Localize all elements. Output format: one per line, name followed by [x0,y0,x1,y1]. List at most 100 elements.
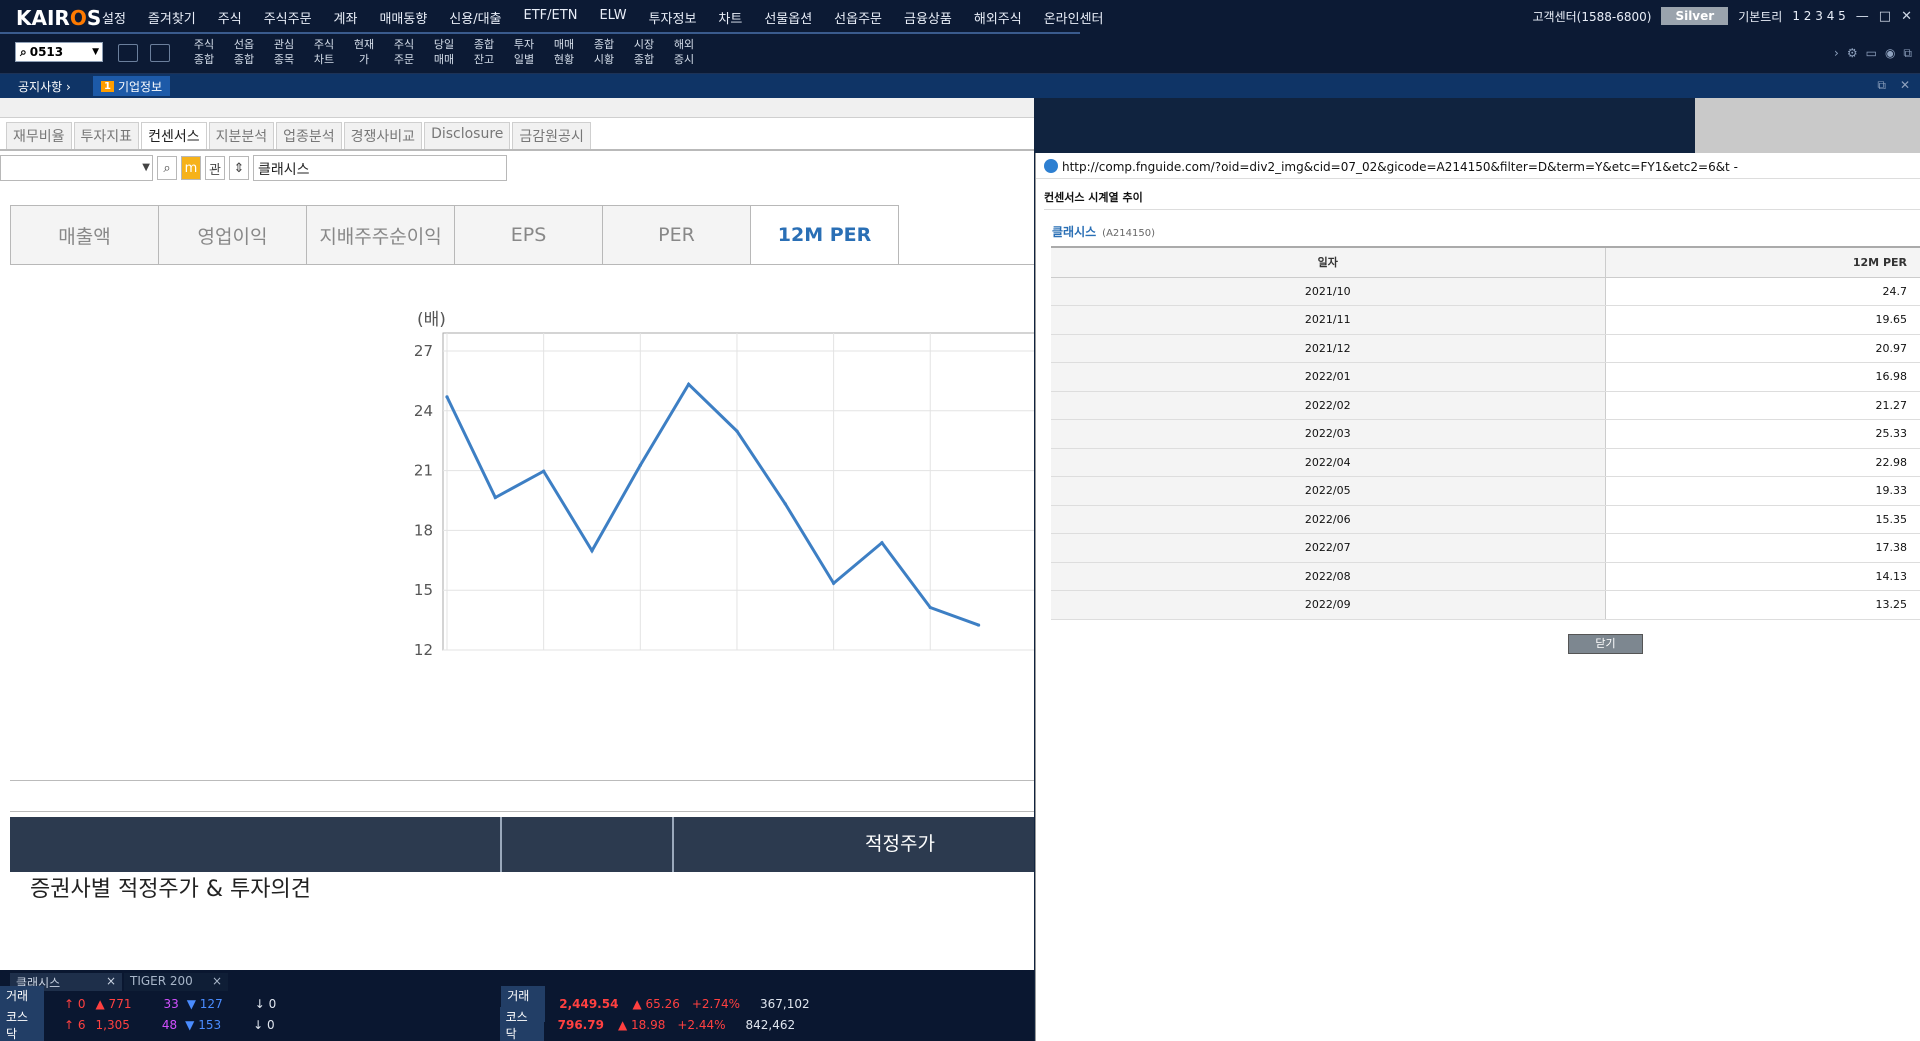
tool-button[interactable]: 관심 종목 [264,37,304,67]
metric-tab[interactable]: 12M PER [750,205,899,265]
row-value: 15.35 [1605,505,1920,534]
tool-button[interactable]: 종합 잔고 [464,37,504,67]
stock-code-input[interactable]: ⌕ 0513 ▼ [15,42,103,62]
gear-icon[interactable]: ⚙ [1846,46,1858,60]
menu-item[interactable]: 설정 [102,12,126,27]
data-point[interactable] [783,502,787,506]
tool-button[interactable]: 주식 차트 [304,37,344,67]
data-point[interactable] [832,581,836,585]
menu-item[interactable]: 온라인센터 [1043,12,1104,27]
menu-item[interactable]: ETF/ETN [523,8,578,23]
market-b: 1,305 [95,1018,130,1032]
company-name-field[interactable]: 클래시스 [253,155,507,181]
layout-label[interactable]: 기본트리 [1738,9,1783,24]
camera-icon[interactable]: ◉ [1884,46,1896,60]
menu-item[interactable]: 계좌 [333,12,358,27]
data-point[interactable] [928,605,932,610]
search-icon[interactable]: ⌕ [157,156,177,180]
tool-button[interactable]: 당일 매매 [424,37,464,67]
target-price-table-header [10,817,1034,872]
sub-bar: 공지사항 › 1 기업정보 ⧉ ✕ [0,74,1920,98]
market-idx: 코스닥 [499,1007,544,1041]
tool-button[interactable]: 주식 종합 [184,37,224,67]
data-point[interactable] [638,463,642,467]
menu-item[interactable]: 금융상품 [904,12,952,27]
menu-item[interactable]: 선옵주문 [834,12,883,27]
close-icon[interactable]: × [105,974,116,988]
chevron-down-icon[interactable]: ▼ [92,47,99,57]
data-point[interactable] [590,549,594,553]
chevron-right-icon[interactable]: › [1834,46,1839,60]
divider [10,811,1034,812]
popup-company: 클래시스 (A214150) [1052,225,1155,239]
tool-button[interactable]: 매매 현황 [544,37,584,67]
close-icon[interactable]: ✕ [1901,8,1912,24]
data-point[interactable] [976,623,981,627]
notice-link[interactable]: 공지사항 › [18,80,71,94]
close-button[interactable]: 닫기 [1568,634,1643,654]
tab-3[interactable]: 지분분석 [208,122,275,150]
metric-tab[interactable]: 영업이익 [158,205,307,265]
scroll-updown-icon[interactable]: ⇕ [229,156,249,180]
data-point[interactable] [880,541,884,545]
tool-button[interactable]: 선옵 종합 [224,37,264,67]
close-icon[interactable]: ✕ [1899,78,1910,92]
support-center[interactable]: 고객센터(1588-6800) [1532,9,1652,24]
tab-company-info[interactable]: 1 기업정보 [93,76,171,96]
metric-tab[interactable]: PER [602,205,751,265]
page-numbers[interactable]: 1 2 3 4 5 [1792,9,1846,23]
menu-item[interactable]: 즐겨찾기 [147,12,196,27]
screen-icon[interactable]: ▭ [1865,46,1877,60]
tab-5[interactable]: 경쟁사비교 [343,122,423,150]
tool-button[interactable]: 현재 가 [344,37,384,67]
market-d: ▼ 127 [186,997,223,1011]
tab-2[interactable]: 컨센서스 [141,122,207,150]
menu-item[interactable]: 차트 [718,12,743,27]
tab-0[interactable]: 재무비율 [6,122,72,150]
watchlist-icon[interactable]: 관 [205,156,225,180]
data-point[interactable] [735,429,739,433]
menu-item[interactable]: ELW [599,8,627,23]
metric-tab[interactable]: EPS [454,205,603,265]
menu-item[interactable]: 신용/대출 [449,12,502,27]
window-copy-icon[interactable] [118,44,138,62]
tool-button[interactable]: 종합 시황 [584,37,624,67]
tool-button[interactable]: 투자 일별 [504,37,544,67]
grade-badge[interactable]: Silver [1661,7,1729,25]
maximize-icon[interactable]: □ [1878,8,1892,24]
memo-icon[interactable]: m [181,156,201,180]
market-a: ↑ 6 [64,1018,86,1032]
consensus-popup: http://comp.fnguide.com/?oid=div2_img&ci… [1035,153,1920,1041]
menu-item[interactable]: 매매동향 [379,12,428,27]
table-row: 2021/12 20.97 [1051,334,1920,363]
category-select[interactable]: ▼ [0,155,153,181]
tool-button[interactable]: 주식 주문 [384,37,424,67]
data-point[interactable] [445,395,449,399]
metric-tab[interactable]: 지배주주순이익 [306,205,455,265]
data-point[interactable] [493,495,497,500]
menu-item[interactable]: 주식주문 [263,12,312,27]
close-icon[interactable]: × [211,974,222,988]
data-point[interactable] [687,382,691,386]
multi-window-icon[interactable]: ⧉ [1903,46,1912,60]
stock-tab[interactable]: TIGER 200 × [124,973,228,991]
menu-item[interactable]: 주식 [217,12,242,27]
tab-7[interactable]: 금감원공시 [512,122,591,150]
tool-label: 현황 [553,53,575,66]
tab-6[interactable]: Disclosure [424,122,511,150]
tool-button[interactable]: 해외 증시 [664,37,704,67]
data-point[interactable] [542,469,546,473]
menu-item[interactable]: 해외주식 [973,12,1022,27]
minimize-icon[interactable]: — [1855,8,1869,24]
per-series-table: 일자 12M PER 2021/10 24.7 2021/11 19.65 2021/1… [1051,246,1920,620]
tool-button[interactable]: 시장 종합 [624,37,664,67]
tab-4[interactable]: 업종분석 [276,122,342,150]
row-value: 20.97 [1605,334,1920,363]
menu-item[interactable]: 선물옵션 [764,12,813,27]
tab-1[interactable]: 투자지표 [73,122,140,150]
menu-item[interactable]: 투자정보 [648,12,697,27]
restore-icon[interactable]: ⧉ [1877,78,1886,92]
swap-icon[interactable] [150,44,170,62]
metric-tab[interactable]: 매출액 [10,205,159,265]
